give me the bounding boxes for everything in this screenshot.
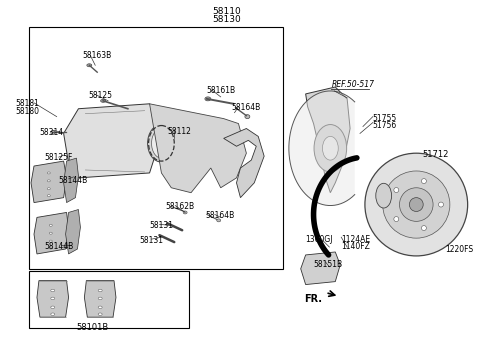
Circle shape <box>421 225 426 231</box>
Text: 58180: 58180 <box>15 107 39 116</box>
Polygon shape <box>84 281 116 317</box>
Text: 58163B: 58163B <box>83 52 112 60</box>
Circle shape <box>439 202 444 207</box>
Ellipse shape <box>98 313 102 315</box>
Ellipse shape <box>51 289 55 292</box>
Polygon shape <box>179 128 221 168</box>
Polygon shape <box>306 87 350 193</box>
Ellipse shape <box>98 297 102 300</box>
Ellipse shape <box>49 240 52 242</box>
Text: 58181: 58181 <box>15 99 39 108</box>
Ellipse shape <box>87 64 92 67</box>
Ellipse shape <box>376 183 392 208</box>
Polygon shape <box>289 91 355 206</box>
Ellipse shape <box>98 306 102 309</box>
Text: REF.50-517: REF.50-517 <box>331 80 374 89</box>
Text: 58144B: 58144B <box>59 176 88 185</box>
Text: 58162B: 58162B <box>166 202 194 211</box>
Text: 58164B: 58164B <box>205 212 234 220</box>
Circle shape <box>394 217 399 221</box>
Text: 51712: 51712 <box>422 150 449 159</box>
Circle shape <box>394 188 399 192</box>
Polygon shape <box>34 212 69 254</box>
Ellipse shape <box>314 125 347 172</box>
Polygon shape <box>150 104 246 193</box>
Ellipse shape <box>51 297 55 300</box>
Polygon shape <box>300 252 340 284</box>
Ellipse shape <box>49 232 52 234</box>
Text: 58130: 58130 <box>212 15 241 24</box>
Text: 51755: 51755 <box>373 114 397 123</box>
Ellipse shape <box>51 130 55 134</box>
Polygon shape <box>224 128 264 197</box>
Ellipse shape <box>51 313 55 315</box>
Text: 58112: 58112 <box>168 126 191 135</box>
Ellipse shape <box>147 125 175 162</box>
Ellipse shape <box>48 188 50 190</box>
Polygon shape <box>37 281 69 317</box>
Ellipse shape <box>205 97 211 101</box>
Text: 58110: 58110 <box>212 7 241 16</box>
Ellipse shape <box>152 128 171 158</box>
Circle shape <box>365 153 468 256</box>
Text: 58131: 58131 <box>150 221 174 231</box>
Bar <box>29 271 189 328</box>
Text: 1140FZ: 1140FZ <box>341 242 370 251</box>
Text: 51756: 51756 <box>373 121 397 130</box>
Circle shape <box>383 171 450 238</box>
Text: FR.: FR. <box>304 295 322 304</box>
Text: 58151B: 58151B <box>313 260 343 269</box>
Bar <box>29 27 283 269</box>
Ellipse shape <box>98 289 102 292</box>
Polygon shape <box>64 104 161 178</box>
Polygon shape <box>66 210 81 254</box>
Text: 58164B: 58164B <box>231 103 261 112</box>
Circle shape <box>421 179 426 184</box>
Text: 1360GJ: 1360GJ <box>306 235 333 244</box>
Text: 1220FS: 1220FS <box>445 245 473 254</box>
Circle shape <box>399 188 433 221</box>
Text: 58161B: 58161B <box>206 86 235 95</box>
Text: 58101B: 58101B <box>76 323 108 332</box>
Ellipse shape <box>101 99 106 102</box>
Ellipse shape <box>49 247 52 249</box>
Ellipse shape <box>48 195 50 197</box>
Text: 58125F: 58125F <box>45 153 73 162</box>
Ellipse shape <box>183 211 187 214</box>
Ellipse shape <box>49 224 52 226</box>
Ellipse shape <box>51 306 55 309</box>
Text: 58131: 58131 <box>140 236 164 245</box>
Ellipse shape <box>245 115 250 119</box>
Circle shape <box>409 197 423 212</box>
Ellipse shape <box>323 136 338 160</box>
Ellipse shape <box>48 180 50 182</box>
Text: 1124AE: 1124AE <box>341 235 371 244</box>
Text: 58314: 58314 <box>39 127 63 136</box>
Polygon shape <box>64 158 78 203</box>
Text: 58144B: 58144B <box>45 242 74 251</box>
Polygon shape <box>31 161 67 203</box>
Ellipse shape <box>48 172 50 174</box>
Ellipse shape <box>217 219 221 222</box>
Text: 58125: 58125 <box>88 91 112 100</box>
